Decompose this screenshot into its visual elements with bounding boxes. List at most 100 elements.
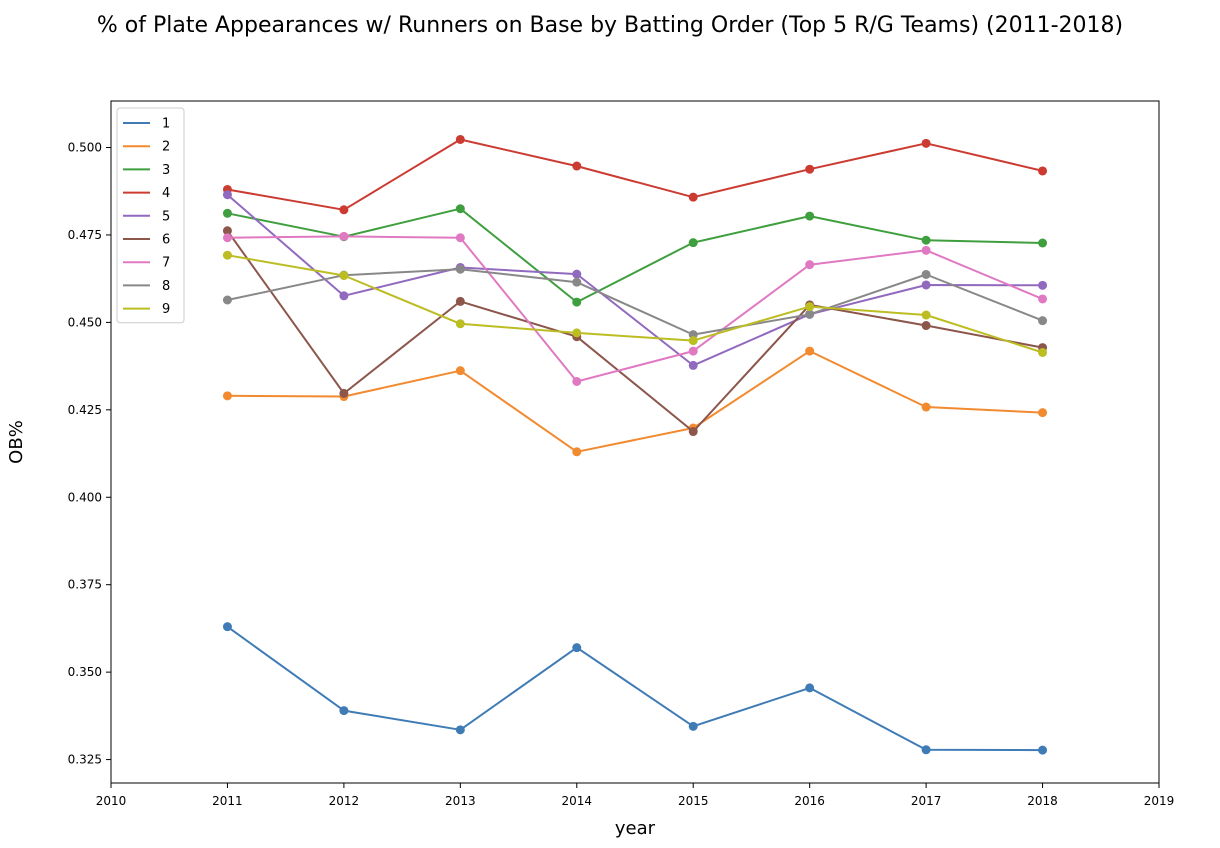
legend-item: 6 bbox=[123, 233, 170, 248]
data-point bbox=[921, 269, 931, 279]
data-point bbox=[222, 295, 232, 305]
series-line-8 bbox=[227, 268, 1043, 336]
data-point bbox=[688, 238, 698, 248]
x-axis-label: year bbox=[615, 818, 656, 839]
legend-item: 3 bbox=[123, 163, 170, 178]
data-point bbox=[1038, 166, 1048, 176]
series-line-2 bbox=[227, 350, 1043, 453]
legend-item: 5 bbox=[123, 209, 170, 224]
data-point bbox=[688, 346, 698, 356]
data-point bbox=[222, 190, 232, 200]
legend-item: 8 bbox=[123, 279, 170, 294]
data-point bbox=[805, 260, 815, 270]
legend-label: 6 bbox=[162, 233, 170, 248]
data-point bbox=[805, 683, 815, 693]
data-point bbox=[1038, 316, 1048, 326]
series-line-3 bbox=[227, 207, 1043, 304]
data-point bbox=[688, 721, 698, 731]
data-point bbox=[572, 328, 582, 338]
data-point bbox=[222, 208, 232, 218]
data-point bbox=[805, 164, 815, 174]
x-tick-label: 2010 bbox=[96, 794, 127, 808]
y-tick-label: 0.450 bbox=[68, 315, 102, 329]
data-point bbox=[921, 235, 931, 245]
data-point bbox=[688, 360, 698, 370]
series-line-6 bbox=[226, 230, 1043, 433]
data-point bbox=[921, 402, 931, 412]
series-5 bbox=[222, 190, 1048, 370]
data-point bbox=[688, 192, 698, 202]
y-tick-label: 0.325 bbox=[68, 753, 102, 767]
x-tick-label: 2014 bbox=[562, 794, 593, 808]
legend-label: 8 bbox=[162, 279, 170, 294]
data-point bbox=[339, 388, 349, 398]
data-point bbox=[921, 310, 931, 320]
data-point bbox=[921, 745, 931, 755]
x-tick-label: 2011 bbox=[212, 794, 243, 808]
data-point bbox=[921, 321, 931, 331]
data-point bbox=[222, 391, 232, 401]
legend-item: 7 bbox=[123, 256, 170, 271]
y-axis-label: OB% bbox=[6, 420, 27, 464]
y-tick-label: 0.475 bbox=[68, 228, 102, 242]
data-point bbox=[222, 250, 232, 260]
y-tick-label: 0.500 bbox=[68, 141, 102, 155]
y-tick-label: 0.425 bbox=[68, 403, 102, 417]
plot-frame bbox=[110, 100, 1160, 784]
x-tick-label: 2013 bbox=[445, 794, 476, 808]
legend-label: 7 bbox=[162, 256, 170, 271]
data-point bbox=[688, 336, 698, 346]
data-point bbox=[339, 291, 349, 301]
data-point bbox=[1038, 745, 1048, 755]
series-line-9 bbox=[227, 254, 1043, 354]
data-point bbox=[222, 622, 232, 632]
data-point bbox=[455, 264, 465, 274]
series-8 bbox=[222, 264, 1048, 340]
y-tick-label: 0.350 bbox=[68, 665, 102, 679]
data-point bbox=[921, 280, 931, 290]
data-point bbox=[339, 706, 349, 716]
y-tick-label: 0.375 bbox=[68, 578, 102, 592]
data-point bbox=[572, 297, 582, 307]
data-point bbox=[1038, 280, 1048, 290]
data-point bbox=[805, 309, 815, 319]
x-tick-label: 2019 bbox=[1144, 794, 1175, 808]
data-point bbox=[339, 231, 349, 241]
data-point bbox=[222, 233, 232, 243]
data-point bbox=[339, 205, 349, 215]
series-line-7 bbox=[227, 235, 1043, 383]
data-point bbox=[805, 302, 815, 312]
legend-item: 1 bbox=[123, 117, 170, 132]
x-tick-label: 2017 bbox=[911, 794, 942, 808]
data-point bbox=[572, 277, 582, 287]
data-point bbox=[572, 161, 582, 171]
data-point bbox=[455, 319, 465, 329]
legend-label: 2 bbox=[162, 140, 170, 155]
x-tick-label: 2018 bbox=[1027, 794, 1058, 808]
data-point bbox=[805, 346, 815, 356]
x-axis: 2010 2011 2012 2013 2014 2015 2016 2017 2018 2019 bbox=[96, 783, 1175, 808]
x-tick-label: 2015 bbox=[678, 794, 709, 808]
series-line-4 bbox=[227, 138, 1043, 211]
data-point bbox=[805, 211, 815, 221]
plot-area bbox=[110, 100, 1160, 784]
legend-label: 4 bbox=[162, 186, 170, 201]
data-point bbox=[921, 245, 931, 255]
data-point bbox=[921, 138, 931, 148]
data-point bbox=[455, 204, 465, 214]
series-line-5 bbox=[226, 193, 1043, 367]
data-point bbox=[455, 366, 465, 376]
data-point bbox=[1038, 347, 1048, 357]
data-point bbox=[455, 725, 465, 735]
x-tick-label: 2016 bbox=[794, 794, 825, 808]
series-7 bbox=[222, 231, 1048, 386]
data-point bbox=[1038, 294, 1048, 304]
legend-label: 3 bbox=[162, 163, 170, 178]
data-point bbox=[455, 134, 465, 144]
data-point bbox=[688, 427, 698, 437]
data-point bbox=[1038, 408, 1048, 418]
legend-box bbox=[116, 107, 185, 324]
y-axis: 0.325 0.350 0.375 0.400 0.425 0.450 0.475 0.500 bbox=[68, 141, 111, 767]
data-point bbox=[1038, 238, 1048, 248]
